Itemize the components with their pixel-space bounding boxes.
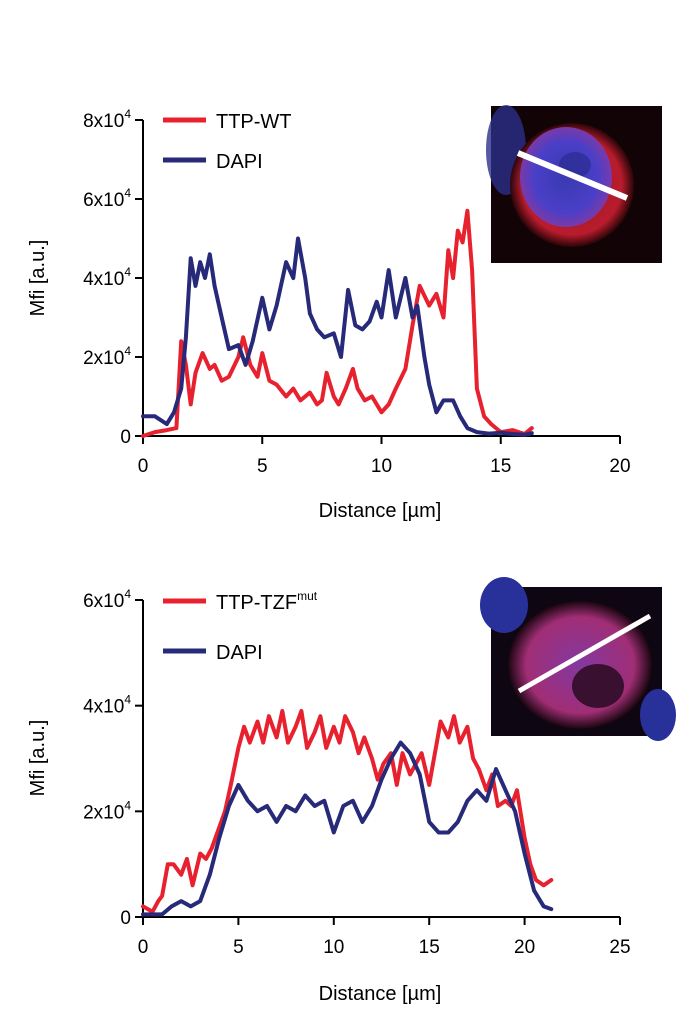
series-ttp-wt-line — [141, 208, 534, 438]
x-tick-label: 20 — [514, 937, 535, 958]
y-tick-label-exponent: 4 — [124, 107, 131, 121]
inset-micrograph-a — [486, 105, 662, 263]
y-tick-label: 4x104 — [83, 265, 131, 290]
x-tick-label: 0 — [138, 456, 149, 477]
y-tick-label-exponent: 4 — [124, 798, 131, 812]
y-tick-label-base: 4x10 — [83, 697, 124, 718]
y-tick-label-exponent: 4 — [124, 587, 131, 601]
x-tick-label: 10 — [371, 456, 392, 477]
y-tick-label: 6x104 — [83, 587, 131, 612]
x-tick-label: 10 — [323, 937, 344, 958]
x-tick-label: 0 — [138, 937, 149, 958]
y-tick-label: 6x104 — [83, 186, 131, 211]
y-tick-label-exponent: 4 — [124, 265, 131, 279]
legend-a: TTP-WT DAPI — [163, 111, 292, 173]
y-tick-label-base: 0 — [120, 427, 131, 448]
x-tick-label: 25 — [609, 937, 630, 958]
series-dapi-line-a — [141, 236, 534, 437]
x-axis-label-a: Distance [µm] — [319, 500, 442, 522]
x-tick-label: 15 — [419, 937, 440, 958]
y-tick-label-exponent: 4 — [124, 344, 131, 358]
x-ticks-a: 0 5 10 15 20 — [138, 436, 631, 477]
legend-label-ttp-tzf-mut: TTP-TZFmut — [216, 589, 318, 614]
series-dapi-line-b — [141, 740, 554, 917]
y-tick-label: 2x104 — [83, 798, 131, 823]
y-tick-label-base: 2x10 — [83, 348, 124, 369]
x-axis-label-b: Distance [µm] — [319, 983, 442, 1005]
y-tick-label-base: 0 — [120, 908, 131, 929]
legend-label-dapi-a: DAPI — [216, 151, 263, 173]
legend-label-ttp-wt: TTP-WT — [216, 111, 292, 133]
legend-label-dapi-b: DAPI — [216, 642, 263, 664]
axes-b — [142, 600, 620, 918]
y-tick-label: 0 — [120, 908, 131, 929]
y-tick-label-exponent: 4 — [124, 693, 131, 707]
y-tick-label-base: 4x10 — [83, 269, 124, 290]
y-tick-label-base: 6x10 — [83, 190, 124, 211]
y-tick-label-base: 2x10 — [83, 802, 124, 823]
y-axis-label-a: Mfi [a.u.] — [27, 240, 49, 317]
legend-label-ttp-tzf-sup: mut — [297, 589, 318, 603]
y-tick-label-base: 6x10 — [83, 591, 124, 612]
x-tick-label: 5 — [233, 937, 244, 958]
x-tick-label: 5 — [257, 456, 268, 477]
legend-label-ttp-tzf-base: TTP-TZF — [216, 592, 297, 614]
inset-micrograph-b — [480, 577, 676, 741]
x-tick-label: 20 — [609, 456, 630, 477]
y-tick-label-exponent: 4 — [124, 186, 131, 200]
y-axis-label-b: Mfi [a.u.] — [27, 720, 49, 797]
x-ticks-b: 0 5 10 15 20 25 — [138, 917, 631, 958]
legend-b: TTP-TZFmut DAPI — [163, 589, 318, 664]
x-tick-label: 15 — [490, 456, 511, 477]
y-tick-label-base: 8x10 — [83, 111, 124, 132]
y-tick-label: 4x104 — [83, 693, 131, 718]
y-tick-label: 2x104 — [83, 344, 131, 369]
series-ttp-tzf-mut-line — [141, 709, 554, 914]
y-tick-label: 0 — [120, 427, 131, 448]
y-tick-label: 8x104 — [83, 107, 131, 132]
